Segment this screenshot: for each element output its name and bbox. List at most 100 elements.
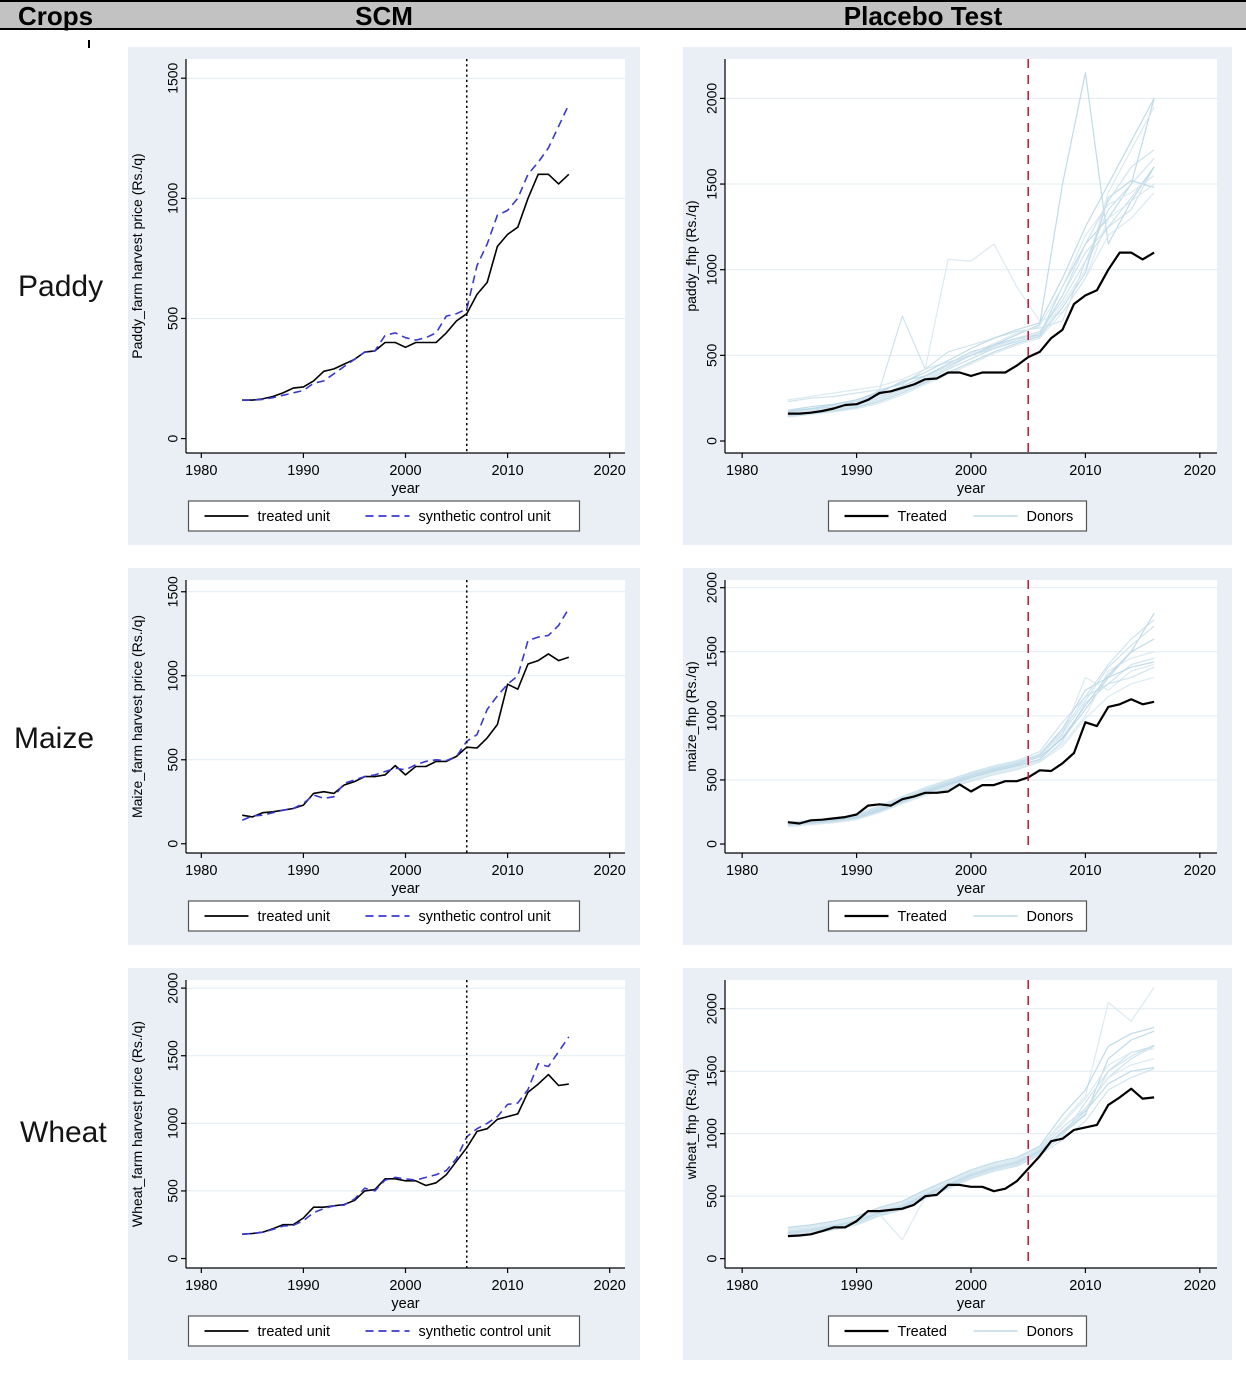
synthetic-control-line bbox=[241, 608, 570, 821]
x-tick-label: 2000 bbox=[955, 463, 987, 479]
x-tick-label: 2020 bbox=[1184, 463, 1216, 479]
x-tick-label: 1980 bbox=[185, 1278, 217, 1294]
wheat-placebo-svg: 0 500 1000 1500 2000 1980 1990 2000 2010 2020 year… bbox=[683, 980, 1217, 1347]
y-tick-label: 1000 bbox=[165, 183, 181, 214]
plot-area bbox=[725, 580, 1217, 853]
donor-line bbox=[787, 158, 1155, 416]
x-tick-label: 2000 bbox=[955, 863, 987, 879]
wheat-placebo-chart: 0 500 1000 1500 2000 1980 1990 2000 2010 2020 year… bbox=[683, 968, 1232, 1360]
maize-scm-chart: 0 500 1000 1500 1980 1990 2000 2010 2020 year Maiz… bbox=[128, 568, 640, 945]
y-tick-label: 0 bbox=[704, 840, 720, 848]
x-tick-label: 1990 bbox=[840, 463, 872, 479]
x-tick-label: 1980 bbox=[726, 863, 758, 879]
synthetic-control-line bbox=[242, 104, 570, 401]
y-tick-label: 1000 bbox=[704, 700, 720, 731]
y-tick-label: 1000 bbox=[165, 660, 181, 691]
y-tick-label: 0 bbox=[165, 840, 181, 848]
donor-line bbox=[787, 1044, 1155, 1234]
legend-label: treated unit bbox=[258, 909, 331, 925]
donor-line bbox=[787, 1048, 1155, 1231]
y-tick-label: 2000 bbox=[165, 972, 181, 1003]
legend-label: synthetic control unit bbox=[419, 909, 551, 925]
x-tick-label: 2010 bbox=[491, 463, 523, 479]
y-tick-label: 500 bbox=[165, 1179, 181, 1203]
x-tick-label: 2010 bbox=[1069, 1278, 1101, 1294]
x-tick-label: 2010 bbox=[1069, 463, 1101, 479]
donor-line bbox=[787, 98, 1155, 412]
y-axis-title: paddy_fhp (Rs./q) bbox=[683, 200, 699, 311]
donor-line bbox=[787, 661, 1155, 825]
legend-label: Donors bbox=[1027, 509, 1074, 525]
plot-area bbox=[186, 580, 625, 853]
legend-label: synthetic control unit bbox=[419, 1324, 551, 1340]
row-label-maize: Maize bbox=[13, 722, 95, 755]
x-tick-label: 1980 bbox=[726, 463, 758, 479]
x-tick-label: 2020 bbox=[594, 863, 626, 879]
x-tick-label: 1980 bbox=[185, 463, 217, 479]
y-tick-label: 1500 bbox=[165, 576, 181, 607]
y-tick-label: 0 bbox=[704, 437, 720, 445]
y-tick-label: 1500 bbox=[704, 168, 720, 199]
y-tick-label: 500 bbox=[704, 343, 720, 367]
x-tick-label: 2020 bbox=[594, 463, 626, 479]
x-tick-label: 2000 bbox=[955, 1278, 987, 1294]
x-tick-label: 1980 bbox=[185, 863, 217, 879]
wheat-scm-chart: 0 500 1000 1500 2000 1980 1990 2000 2010 2020 year… bbox=[128, 968, 640, 1360]
x-tick-label: 2020 bbox=[1184, 1278, 1216, 1294]
y-tick-label: 1500 bbox=[704, 636, 720, 667]
y-tick-label: 1000 bbox=[165, 1108, 181, 1139]
y-axis-title: Wheat_farm harvest price (Rs./q) bbox=[129, 1021, 145, 1227]
x-tick-label: 2010 bbox=[491, 1278, 523, 1294]
plot-area bbox=[186, 59, 625, 453]
x-axis-title: year bbox=[957, 1296, 985, 1312]
paddy-scm-svg: 0 500 1000 1500 1980 1990 2000 2010 2020 year Padd… bbox=[129, 59, 626, 532]
treated-line bbox=[242, 1073, 569, 1235]
y-tick-label: 500 bbox=[165, 307, 181, 331]
y-axis-title: maize_fhp (Rs./q) bbox=[683, 661, 699, 771]
treated-line bbox=[787, 698, 1155, 825]
treated-line bbox=[787, 1087, 1155, 1238]
x-axis-title: year bbox=[391, 881, 419, 897]
row-label-wheat: Wheat bbox=[20, 1116, 107, 1149]
y-axis-title: wheat_fhp (Rs./q) bbox=[683, 1069, 699, 1181]
x-axis-title: year bbox=[957, 481, 985, 497]
table-header: Crops SCM Placebo Test bbox=[0, 0, 1246, 30]
paddy-placebo-chart: 0 500 1000 1500 2000 1980 1990 2000 2010 2020 year… bbox=[683, 47, 1232, 545]
x-axis-title: year bbox=[391, 1296, 419, 1312]
donor-line bbox=[787, 1026, 1155, 1228]
x-tick-label: 1990 bbox=[840, 863, 872, 879]
legend-box bbox=[827, 900, 1088, 932]
y-axis-title: Maize_farm harvest price (Rs./q) bbox=[129, 615, 145, 818]
y-tick-label: 500 bbox=[165, 748, 181, 772]
x-tick-label: 2020 bbox=[594, 1278, 626, 1294]
treated-line bbox=[242, 173, 570, 401]
y-tick-label: 2000 bbox=[704, 572, 720, 603]
synthetic-control-line bbox=[242, 1036, 570, 1235]
maize-scm-svg: 0 500 1000 1500 1980 1990 2000 2010 2020 year Maiz… bbox=[129, 576, 626, 932]
y-tick-label: 1000 bbox=[704, 1118, 720, 1149]
legend-label: Treated bbox=[898, 509, 947, 525]
treated-line bbox=[787, 251, 1155, 415]
donor-line bbox=[787, 1068, 1155, 1237]
x-tick-label: 2000 bbox=[389, 463, 421, 479]
maize-placebo-svg: 0 500 1000 1500 2000 1980 1990 2000 2010 2020 year… bbox=[683, 572, 1217, 932]
x-axis-title: year bbox=[957, 881, 985, 897]
y-tick-label: 0 bbox=[165, 1254, 181, 1262]
legend-label: treated unit bbox=[258, 1324, 331, 1340]
legend-label: Treated bbox=[898, 909, 947, 925]
header-crops: Crops bbox=[18, 1, 94, 31]
legend-label: treated unit bbox=[258, 509, 331, 525]
x-tick-label: 2010 bbox=[491, 863, 523, 879]
y-tick-label: 2000 bbox=[704, 83, 720, 114]
legend-label: Donors bbox=[1027, 1324, 1074, 1340]
plot-area bbox=[725, 980, 1217, 1268]
y-tick-label: 1500 bbox=[165, 1040, 181, 1071]
donor-line bbox=[787, 987, 1155, 1230]
y-tick-label: 1500 bbox=[165, 62, 181, 93]
y-tick-label: 1000 bbox=[704, 254, 720, 285]
wheat-scm-svg: 0 500 1000 1500 2000 1980 1990 2000 2010 2020 year… bbox=[129, 972, 626, 1347]
x-tick-label: 2020 bbox=[1184, 863, 1216, 879]
y-tick-label: 1500 bbox=[704, 1055, 720, 1086]
row-label-paddy: Paddy bbox=[18, 270, 104, 303]
header-scm: SCM bbox=[355, 1, 413, 31]
